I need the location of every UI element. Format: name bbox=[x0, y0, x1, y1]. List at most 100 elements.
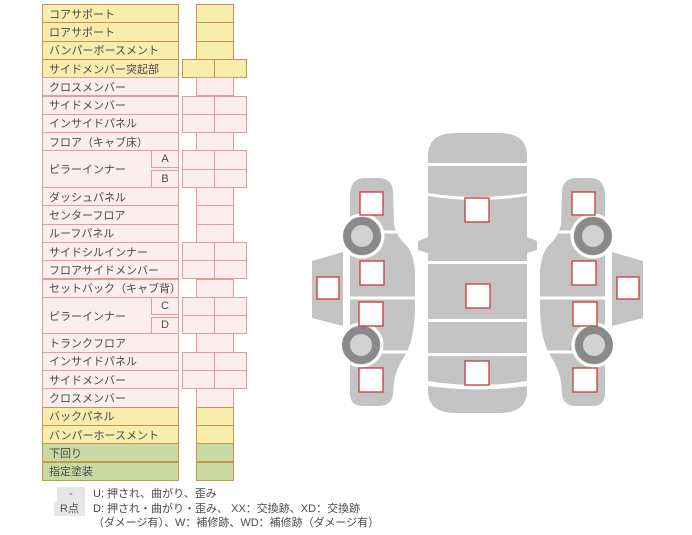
parts-row-label: トランクフロア bbox=[49, 338, 126, 351]
status-cell bbox=[196, 278, 234, 298]
legend-text: （ダメージ有）、W：補修跡、WD：補修跡（ダメージ有） bbox=[93, 517, 380, 529]
parts-row-label: バックパネル bbox=[49, 411, 115, 424]
parts-row: セットバック（キャブ背） bbox=[42, 278, 181, 298]
status-cell bbox=[214, 315, 247, 335]
parts-row: バンパーホースメント bbox=[42, 424, 179, 445]
status-cell bbox=[182, 315, 215, 335]
status-cell bbox=[182, 296, 215, 317]
parts-row-label: フロア（キャブ床） bbox=[49, 136, 148, 149]
parts-row: ダッシュパネル bbox=[42, 187, 179, 207]
status-cell bbox=[182, 58, 215, 79]
parts-row: サイドメンバー突起部 bbox=[42, 58, 179, 79]
legend-text: U: 押され、曲がり、歪み bbox=[93, 488, 217, 500]
status-cell bbox=[182, 95, 215, 115]
parts-row: 指定塗装 bbox=[42, 461, 179, 481]
status-cell bbox=[196, 461, 234, 481]
status-cell bbox=[214, 296, 247, 317]
parts-row-label: クロスメンバー bbox=[49, 81, 126, 94]
parts-row: ルーフパネル bbox=[42, 223, 179, 243]
legend-badge-column: R点 bbox=[45, 501, 85, 516]
status-cell bbox=[182, 150, 215, 170]
parts-row-label: セットバック（キャブ背） bbox=[49, 283, 181, 296]
parts-row-label: 下回り bbox=[49, 447, 82, 460]
legend-row: R点 D: 押され・曲がり・歪み、 XX：交換跡、XD：交換跡 bbox=[45, 501, 665, 516]
status-cell bbox=[196, 132, 234, 152]
parts-row: 下回り bbox=[42, 443, 179, 463]
status-cell bbox=[196, 205, 234, 225]
parts-row: クロスメンバー bbox=[42, 388, 179, 408]
status-cell bbox=[182, 370, 215, 390]
legend-row: - U: 押され、曲がり、歪み bbox=[45, 487, 665, 502]
parts-row: クロスメンバー bbox=[42, 77, 179, 97]
status-cell bbox=[214, 260, 247, 280]
parts-row-label: ダッシュパネル bbox=[49, 191, 126, 204]
parts-row-label: バンパーボースメント bbox=[49, 45, 159, 58]
parts-row: フロアサイドメンバー bbox=[42, 260, 179, 280]
parts-row-label: フロアサイドメンバー bbox=[49, 264, 159, 277]
parts-row: ピラーインナー C D bbox=[42, 296, 179, 335]
legend-badge: - bbox=[57, 487, 85, 502]
status-cell bbox=[196, 406, 234, 426]
pillar-sub-label: D bbox=[151, 316, 179, 335]
status-cell bbox=[182, 260, 215, 280]
status-cell bbox=[196, 22, 234, 42]
parts-row: センターフロア bbox=[42, 205, 179, 225]
parts-row: サイドメンバー bbox=[42, 370, 179, 390]
legend-text: D: 押され・曲がり・歪み、 XX：交換跡、XD：交換跡 bbox=[93, 502, 361, 515]
parts-row: ピラーインナー A B bbox=[42, 150, 179, 188]
pillar-sub-label: A bbox=[151, 150, 179, 169]
parts-row-label: ピラーインナー bbox=[49, 164, 126, 177]
parts-row-label: サイドメンバー bbox=[49, 374, 126, 387]
status-cell bbox=[214, 113, 247, 134]
parts-row-label: インサイドパネル bbox=[49, 356, 137, 369]
parts-row: フロア（キャブ床） bbox=[42, 132, 179, 152]
parts-row-label: コアサポート bbox=[49, 8, 115, 21]
status-cell bbox=[214, 351, 247, 371]
status-cell bbox=[196, 4, 234, 24]
parts-row-label: インサイドパネル bbox=[49, 118, 137, 131]
pillar-sub-label: C bbox=[151, 296, 179, 315]
status-cell bbox=[196, 424, 234, 445]
status-cell bbox=[214, 168, 247, 188]
status-cell bbox=[196, 187, 234, 207]
status-cell bbox=[214, 241, 247, 262]
parts-row-label: バンパーホースメント bbox=[49, 429, 159, 442]
parts-row: コアサポート bbox=[42, 4, 179, 24]
legend: - U: 押され、曲がり、歪み R点 D: 押され・曲がり・歪み、 XX：交換跡、XD… bbox=[45, 487, 665, 531]
parts-row-label: ロアサポート bbox=[49, 26, 115, 39]
pillar-sub-label: B bbox=[151, 170, 179, 188]
parts-row: バックパネル bbox=[42, 406, 179, 426]
parts-row-label: ルーフパネル bbox=[49, 228, 115, 241]
status-cell bbox=[196, 333, 234, 353]
status-cell bbox=[182, 113, 215, 134]
status-cell bbox=[196, 40, 234, 60]
parts-row-label: サイドシルインナー bbox=[49, 246, 148, 259]
status-cell bbox=[214, 370, 247, 390]
parts-row: サイドメンバー bbox=[42, 95, 179, 115]
parts-row-label: サイドメンバー突起部 bbox=[49, 63, 159, 76]
status-cell bbox=[214, 95, 247, 115]
status-cell bbox=[214, 58, 247, 79]
status-cell bbox=[196, 223, 234, 243]
parts-row: ロアサポート bbox=[42, 22, 179, 42]
parts-row: インサイドパネル bbox=[42, 351, 179, 371]
status-cell bbox=[214, 150, 247, 170]
legend-row: （ダメージ有）、W：補修跡、WD：補修跡（ダメージ有） bbox=[45, 516, 665, 531]
status-cell bbox=[182, 241, 215, 262]
status-cell bbox=[196, 443, 234, 463]
legend-badge: R点 bbox=[54, 501, 85, 516]
status-cell bbox=[182, 351, 215, 371]
legend-badge-column: - bbox=[45, 487, 85, 502]
parts-row: バンパーボースメント bbox=[42, 40, 179, 60]
parts-row: インサイドパネル bbox=[42, 113, 179, 134]
parts-row-label: サイドメンバー bbox=[49, 100, 126, 113]
status-cell bbox=[196, 388, 234, 408]
status-cell bbox=[182, 168, 215, 188]
status-cell bbox=[196, 77, 234, 97]
parts-row-label: センターフロア bbox=[49, 209, 126, 222]
parts-row-label: ピラーインナー bbox=[49, 310, 126, 323]
parts-row: トランクフロア bbox=[42, 333, 179, 353]
parts-row: サイドシルインナー bbox=[42, 241, 179, 262]
